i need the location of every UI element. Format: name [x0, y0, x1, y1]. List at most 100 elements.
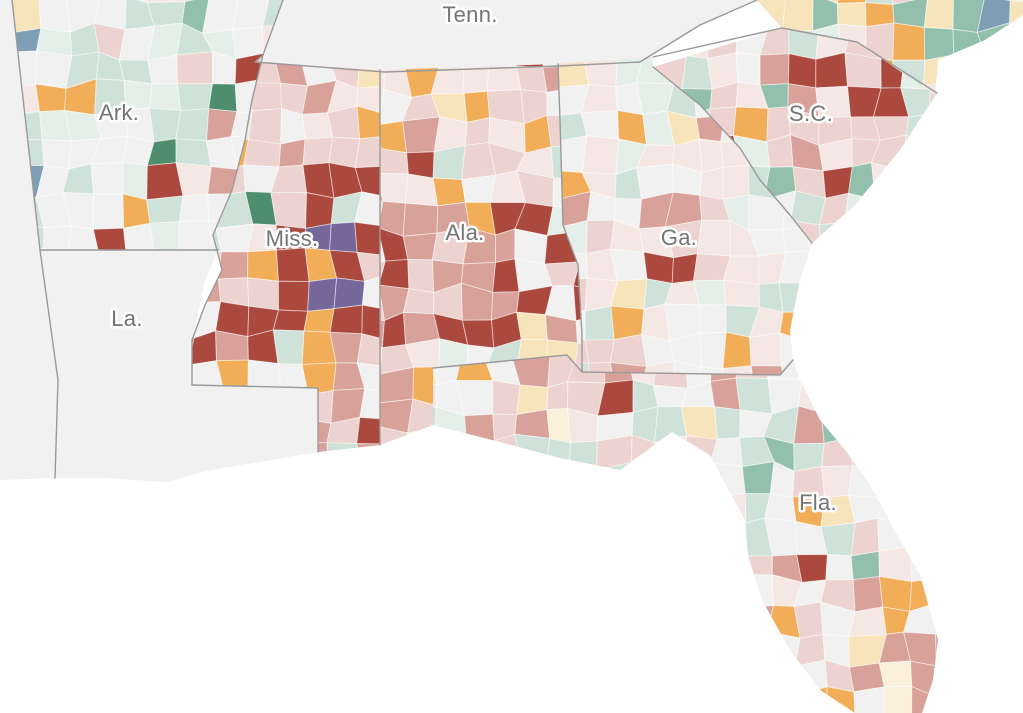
county[interactable]: [653, 435, 688, 472]
county[interactable]: [901, 134, 933, 172]
county[interactable]: [927, 106, 966, 144]
county[interactable]: [432, 632, 467, 666]
county[interactable]: [976, 107, 1010, 139]
county[interactable]: [969, 583, 997, 608]
county[interactable]: [878, 660, 913, 688]
county[interactable]: [799, 686, 828, 713]
county[interactable]: [546, 408, 572, 444]
county[interactable]: [765, 631, 801, 668]
county[interactable]: [248, 108, 282, 145]
county[interactable]: [569, 630, 606, 665]
county[interactable]: [837, 362, 870, 395]
county[interactable]: [931, 409, 967, 440]
county[interactable]: [927, 134, 966, 170]
county[interactable]: [569, 662, 604, 694]
county[interactable]: [333, 277, 366, 310]
county[interactable]: [851, 385, 886, 415]
county[interactable]: [599, 546, 626, 580]
county[interactable]: [1007, 107, 1023, 138]
county[interactable]: [483, 656, 519, 696]
county[interactable]: [960, 632, 998, 666]
county[interactable]: [92, 193, 125, 230]
county[interactable]: [1006, 54, 1023, 83]
county[interactable]: [910, 378, 940, 412]
county[interactable]: [574, 545, 607, 578]
county[interactable]: [963, 434, 996, 463]
county[interactable]: [710, 635, 741, 668]
county[interactable]: [820, 385, 854, 415]
county[interactable]: [961, 322, 997, 358]
county[interactable]: [404, 658, 436, 697]
county[interactable]: [963, 492, 995, 528]
county[interactable]: [681, 546, 715, 580]
county[interactable]: [965, 606, 997, 634]
county[interactable]: [630, 461, 663, 493]
county[interactable]: [932, 603, 969, 635]
county[interactable]: [581, 135, 620, 175]
county[interactable]: [514, 465, 547, 500]
county[interactable]: [303, 308, 335, 333]
county[interactable]: [961, 135, 991, 168]
county[interactable]: [936, 461, 963, 495]
county[interactable]: [146, 1, 186, 27]
county[interactable]: [247, 277, 279, 311]
county[interactable]: [875, 463, 909, 499]
county[interactable]: [904, 352, 939, 385]
county[interactable]: [602, 686, 626, 713]
county[interactable]: [699, 138, 724, 173]
county[interactable]: [709, 462, 746, 497]
county[interactable]: [596, 603, 632, 632]
county[interactable]: [596, 462, 635, 498]
county[interactable]: [176, 51, 214, 85]
county[interactable]: [927, 167, 965, 198]
county[interactable]: [796, 325, 827, 361]
county[interactable]: [963, 411, 996, 440]
county[interactable]: [123, 222, 155, 252]
county[interactable]: [434, 455, 465, 488]
county[interactable]: [302, 136, 334, 166]
county[interactable]: [455, 660, 495, 696]
county[interactable]: [356, 416, 392, 445]
county[interactable]: [964, 549, 995, 584]
county[interactable]: [361, 274, 387, 311]
county[interactable]: [401, 465, 431, 495]
county[interactable]: [624, 523, 661, 557]
county[interactable]: [961, 378, 996, 413]
county[interactable]: [902, 196, 933, 220]
county[interactable]: [175, 108, 210, 142]
county[interactable]: [457, 546, 493, 584]
county[interactable]: [599, 662, 628, 689]
county[interactable]: [684, 521, 717, 553]
county[interactable]: [463, 90, 491, 123]
county[interactable]: [877, 517, 913, 552]
county[interactable]: [356, 85, 386, 115]
county[interactable]: [38, 0, 71, 33]
county[interactable]: [247, 359, 282, 390]
county[interactable]: [793, 405, 825, 445]
county[interactable]: [175, 138, 212, 168]
county[interactable]: [657, 578, 683, 613]
county[interactable]: [567, 496, 605, 521]
county[interactable]: [714, 406, 741, 440]
county[interactable]: [215, 223, 254, 253]
county[interactable]: [825, 554, 854, 581]
county[interactable]: [247, 329, 279, 365]
county[interactable]: [681, 462, 719, 500]
county[interactable]: [905, 114, 930, 144]
county[interactable]: [514, 518, 545, 551]
county[interactable]: [574, 519, 605, 548]
county[interactable]: [403, 455, 436, 488]
county[interactable]: [356, 105, 384, 140]
county[interactable]: [722, 164, 750, 200]
county[interactable]: [402, 232, 438, 261]
county[interactable]: [456, 689, 489, 713]
county[interactable]: [275, 247, 310, 283]
county[interactable]: [218, 251, 249, 280]
county[interactable]: [402, 288, 435, 315]
county[interactable]: [735, 658, 767, 696]
county[interactable]: [806, 225, 842, 257]
county[interactable]: [749, 332, 782, 367]
county[interactable]: [809, 250, 842, 284]
county[interactable]: [149, 221, 180, 255]
county[interactable]: [722, 365, 756, 393]
